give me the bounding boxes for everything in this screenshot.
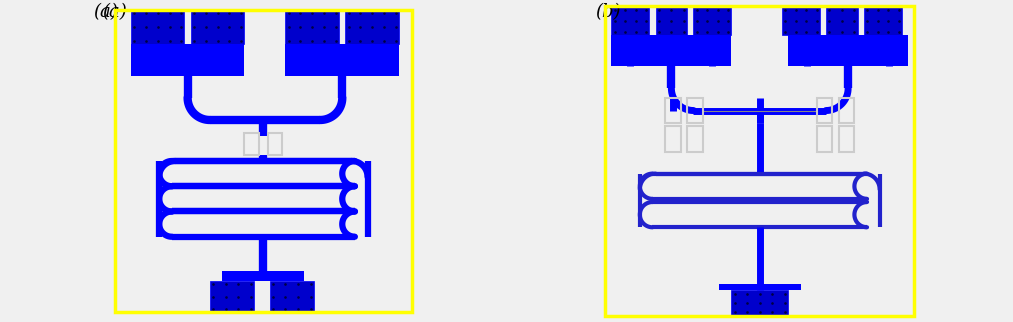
Bar [666,126,681,152]
Bar [687,98,703,123]
Bar [286,10,339,44]
Bar [782,6,820,35]
Bar [694,6,731,35]
Bar [816,126,833,152]
Bar [268,133,283,155]
Text: (b): (b) [596,3,621,21]
Bar [612,6,649,35]
Bar [210,281,254,312]
Bar [731,290,788,316]
Bar [788,35,908,66]
Bar [244,133,258,155]
Bar [131,10,184,44]
Bar [687,126,703,152]
Bar [719,284,800,290]
Bar [826,6,858,35]
Bar [131,44,244,76]
Bar [864,6,902,35]
Bar [839,98,854,123]
Bar [286,44,399,76]
Bar [269,281,314,312]
Bar [190,10,244,44]
Bar [223,271,304,281]
Text: (a): (a) [102,3,128,21]
Bar [612,35,731,66]
Bar [816,98,833,123]
Bar [655,6,687,35]
Text: (a): (a) [93,3,118,21]
Bar [839,126,854,152]
Bar [345,10,399,44]
Bar [666,98,681,123]
